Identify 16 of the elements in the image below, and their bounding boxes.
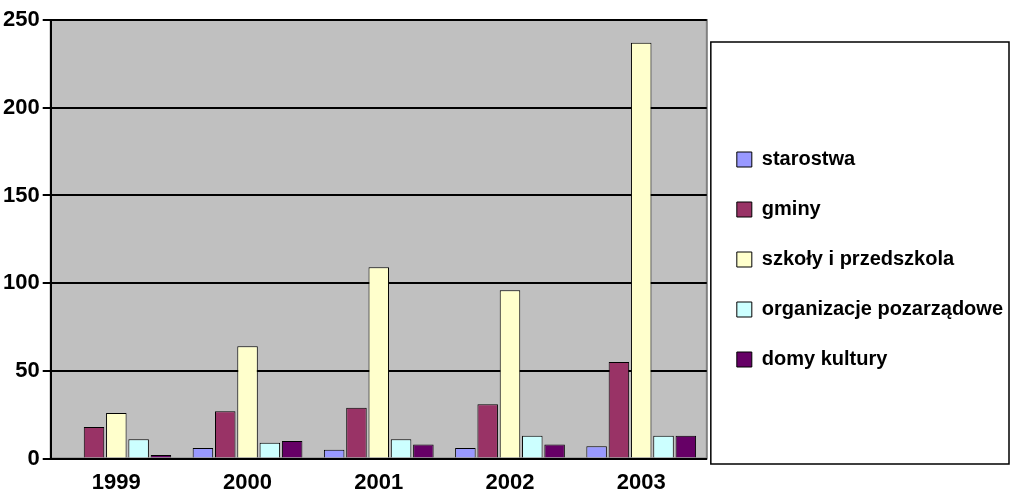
y-tick-label: 200 bbox=[2, 93, 40, 119]
y-tick-label: 100 bbox=[2, 269, 40, 295]
y-tick-label: 0 bbox=[27, 444, 40, 470]
x-tick-label: 2000 bbox=[223, 468, 273, 494]
y-tick-label: 150 bbox=[2, 181, 40, 207]
y-tick-label: 50 bbox=[15, 356, 40, 382]
legend-label: starostwa bbox=[761, 147, 857, 170]
legend-label: organizacje pozarządowe bbox=[761, 297, 1003, 320]
legend-label: gminy bbox=[761, 197, 822, 220]
legend-label: domy kultury bbox=[761, 347, 889, 370]
x-tick-label: 2001 bbox=[354, 468, 404, 494]
legend-label: szkoły i przedszkola bbox=[761, 247, 955, 270]
y-tick-label: 250 bbox=[2, 6, 40, 32]
x-tick-label: 1999 bbox=[91, 468, 141, 494]
x-tick-label: 2002 bbox=[485, 468, 535, 494]
x-tick-label: 2003 bbox=[616, 468, 666, 494]
